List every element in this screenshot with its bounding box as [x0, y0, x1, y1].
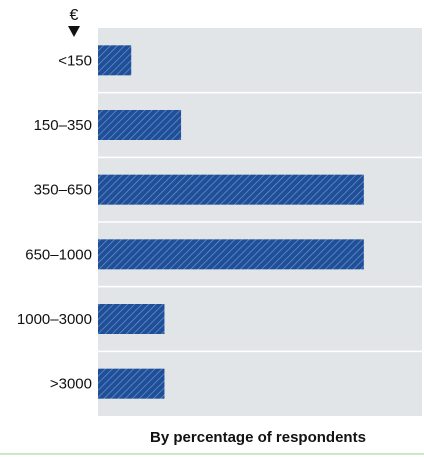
grid-lines — [98, 91, 422, 353]
category-label: 350–650 — [34, 182, 92, 199]
category-label: >3000 — [50, 376, 92, 393]
unit-label: € — [70, 7, 79, 24]
category-labels: <150 150–350 350–650 650–1000 1000–3000 >3000 — [17, 52, 92, 392]
bar — [98, 45, 132, 76]
bottom-divider — [0, 453, 424, 455]
bars-group — [98, 45, 364, 399]
bar — [98, 304, 165, 334]
bar — [98, 110, 182, 140]
bar — [98, 239, 364, 270]
down-arrow-icon — [68, 26, 80, 37]
category-label: 1000–3000 — [17, 311, 92, 328]
x-axis-label: By percentage of respondents — [150, 429, 366, 446]
bar — [98, 368, 165, 399]
category-label: 150–350 — [34, 117, 92, 134]
category-label: 650–1000 — [25, 246, 92, 263]
bar — [98, 174, 364, 205]
category-label: <150 — [58, 52, 92, 69]
